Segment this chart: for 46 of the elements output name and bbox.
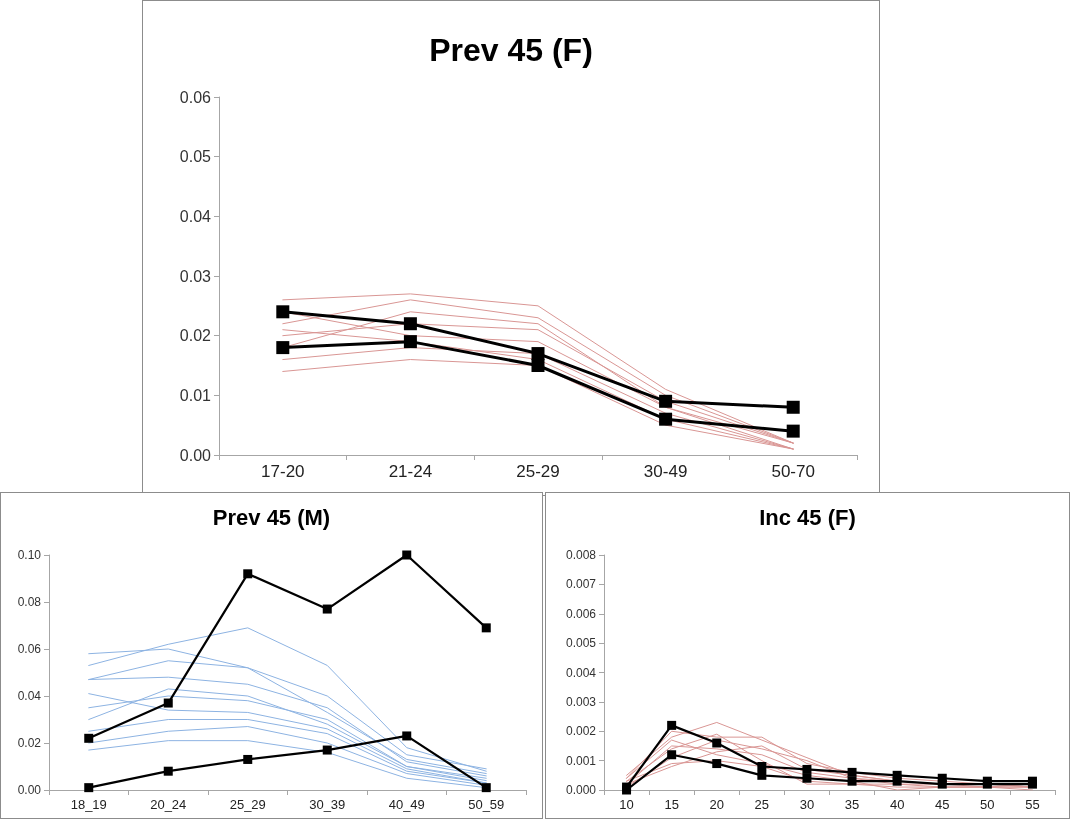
x-tick-label: 40_49 bbox=[388, 797, 425, 812]
y-tick-label: 0.05 bbox=[179, 148, 212, 166]
y-tick-label: 0.04 bbox=[17, 689, 42, 703]
x-tick-label: 25_29 bbox=[229, 797, 266, 812]
x-tick-label: 10 bbox=[619, 797, 634, 812]
y-tick-label: 0.001 bbox=[565, 753, 597, 768]
x-tick-label: 25 bbox=[754, 797, 770, 812]
y-tick-label: 0.006 bbox=[565, 606, 597, 621]
y-tick-label: 0.02 bbox=[17, 736, 42, 750]
x-tick-label: 21-24 bbox=[388, 462, 433, 481]
x-tick-label: 30-49 bbox=[643, 462, 688, 481]
x-tick-label: 50 bbox=[980, 797, 995, 812]
y-tick-label: 0.007 bbox=[565, 577, 597, 592]
x-tick-label: 45 bbox=[935, 797, 950, 812]
y-tick-label: 0.08 bbox=[17, 595, 42, 609]
y-tick-label: 0.04 bbox=[179, 207, 212, 225]
y-tick-label: 0.00 bbox=[17, 783, 42, 797]
x-tick-label: 50_59 bbox=[468, 797, 505, 812]
x-tick-label: 35 bbox=[844, 797, 860, 812]
y-tick-label: 0.002 bbox=[565, 724, 597, 739]
y-tick-label: 0.03 bbox=[179, 267, 212, 285]
y-tick-label: 0.02 bbox=[179, 327, 212, 345]
y-tick-label: 0.06 bbox=[179, 88, 212, 106]
x-tick-label: 50-70 bbox=[771, 462, 815, 481]
chart-title: Prev 45 (M) bbox=[212, 504, 331, 530]
y-tick-label: 0.10 bbox=[17, 548, 42, 562]
x-tick-label: 18_19 bbox=[70, 797, 107, 812]
x-tick-label: 20 bbox=[709, 797, 724, 812]
y-tick-label: 0.004 bbox=[565, 665, 597, 680]
x-tick-label: 15 bbox=[664, 797, 679, 812]
x-tick-label: 25-29 bbox=[516, 462, 560, 481]
x-tick-label: 30 bbox=[799, 797, 815, 812]
y-tick-label: 0.06 bbox=[17, 642, 42, 656]
y-tick-label: 0.00 bbox=[179, 446, 212, 464]
y-tick-label: 0.01 bbox=[179, 386, 212, 404]
chart-title: Inc 45 (F) bbox=[759, 504, 856, 530]
y-tick-label: 0.003 bbox=[565, 694, 597, 709]
x-tick-label: 20_24 bbox=[150, 797, 187, 812]
chart-title: Prev 45 (F) bbox=[429, 32, 593, 68]
y-tick-label: 0.000 bbox=[565, 783, 597, 797]
x-tick-label: 55 bbox=[1025, 797, 1040, 812]
y-tick-label: 0.005 bbox=[565, 636, 597, 651]
x-tick-label: 17-20 bbox=[261, 462, 305, 481]
y-tick-label: 0.008 bbox=[565, 548, 597, 562]
x-tick-label: 40 bbox=[889, 797, 905, 812]
x-tick-label: 30_39 bbox=[309, 797, 346, 812]
